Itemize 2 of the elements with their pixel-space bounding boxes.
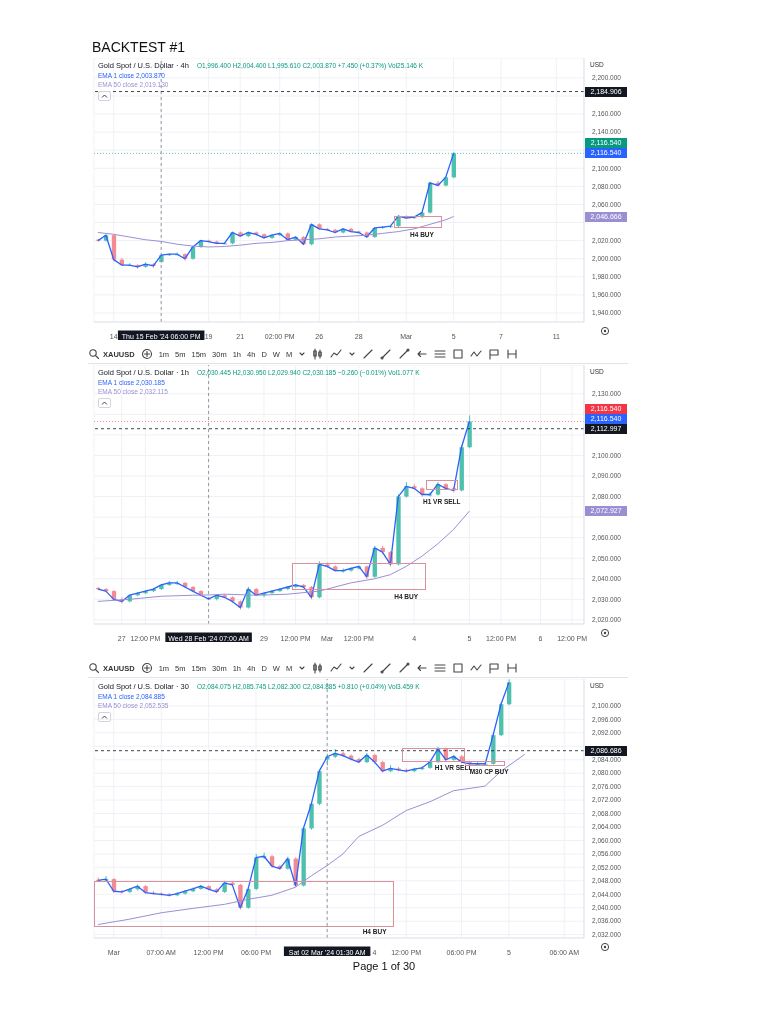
text: BACKTEST #1 — [92, 39, 186, 55]
text: Page 1 of 30 — [351, 960, 417, 972]
